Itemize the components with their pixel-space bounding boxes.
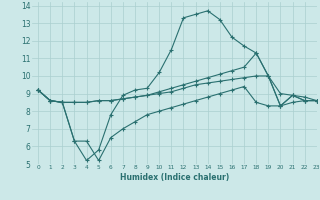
X-axis label: Humidex (Indice chaleur): Humidex (Indice chaleur)	[120, 173, 229, 182]
